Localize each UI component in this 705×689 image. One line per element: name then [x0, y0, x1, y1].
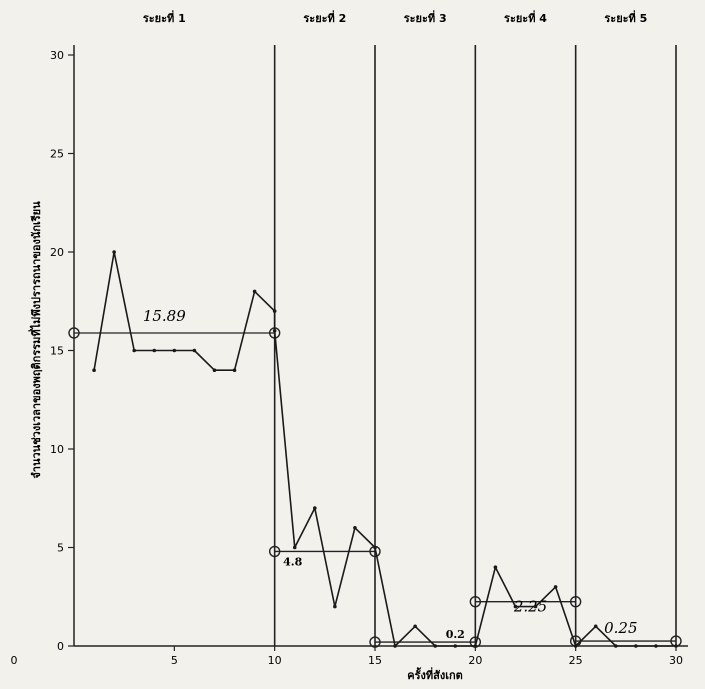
mean-marker-start-1	[68, 327, 80, 339]
data-point-1	[92, 368, 96, 373]
data-point-7	[212, 368, 217, 373]
data-point-17	[393, 644, 397, 648]
mean-label-3: 0.2	[446, 628, 465, 641]
data-point-23	[513, 604, 518, 609]
x-tick-label-3: 15	[368, 654, 382, 667]
mean-marker-start-3	[369, 636, 381, 648]
mean-label-5: 0.25	[604, 619, 637, 637]
phase-label-2: ระยะที่ 2	[303, 10, 346, 25]
data-point-5	[172, 348, 177, 353]
data-point-25	[553, 585, 558, 589]
phase-label-3: ระยะที่ 3	[404, 10, 447, 25]
mean-label-2: 4.8	[283, 555, 302, 568]
data-point-3	[132, 348, 136, 353]
data-point-2	[112, 250, 116, 254]
mean-marker-start-4	[469, 595, 482, 608]
x-axis-label: ครั้งที่สังเกต	[407, 667, 463, 682]
y-tick-label-3: 15	[50, 345, 64, 358]
data-point-12	[292, 545, 297, 550]
data-point-27	[593, 624, 598, 629]
data-point-22	[493, 565, 498, 569]
data-point-26	[573, 644, 578, 648]
y-tick-label-6: 30	[50, 49, 64, 62]
data-point-30	[654, 644, 658, 648]
data-point-6	[192, 348, 197, 353]
data-point-28	[614, 644, 618, 648]
x-tick-label-4: 20	[468, 654, 482, 667]
data-point-31	[674, 644, 678, 648]
data-point-8	[232, 368, 237, 373]
phase-label-1: ระยะที่ 1	[143, 10, 186, 25]
y-tick-label-1: 5	[57, 542, 64, 555]
data-point-10	[272, 309, 277, 313]
phase-label-5: ระยะที่ 5	[604, 10, 647, 25]
data-point-24	[533, 604, 538, 609]
data-point-9	[252, 289, 257, 294]
mean-label-1: 15.89	[143, 307, 186, 325]
x-tick-label-1: 5	[171, 654, 178, 667]
data-point-20	[453, 644, 458, 648]
y-tick-label-2: 10	[50, 443, 64, 456]
data-point-4	[152, 348, 157, 353]
data-point-15	[353, 526, 357, 530]
y-tick-label-4: 20	[50, 246, 64, 259]
data-point-16	[373, 545, 377, 550]
data-point-13	[313, 506, 317, 510]
y-axis-label: จำนวนช่วงเวลาของพฤติกรรมที่ไม่พึงปรารถนา…	[28, 201, 43, 479]
data-point-29	[634, 644, 638, 648]
data-point-18	[413, 624, 417, 629]
mean-marker-start-2	[268, 545, 281, 558]
x-tick-label-0: 0	[11, 654, 18, 667]
data-point-19	[433, 644, 438, 648]
x-tick-label-6: 30	[669, 654, 683, 667]
data-point-14	[333, 604, 337, 609]
phase-label-4: ระยะที่ 4	[504, 10, 547, 25]
x-tick-label-2: 10	[268, 654, 282, 667]
x-tick-label-5: 25	[569, 654, 583, 667]
y-tick-label-5: 25	[50, 148, 64, 161]
data-point-11	[272, 329, 277, 333]
mean-marker-end-4	[569, 595, 582, 608]
y-tick-label-0: 0	[57, 640, 64, 653]
data-point-21	[473, 644, 478, 648]
